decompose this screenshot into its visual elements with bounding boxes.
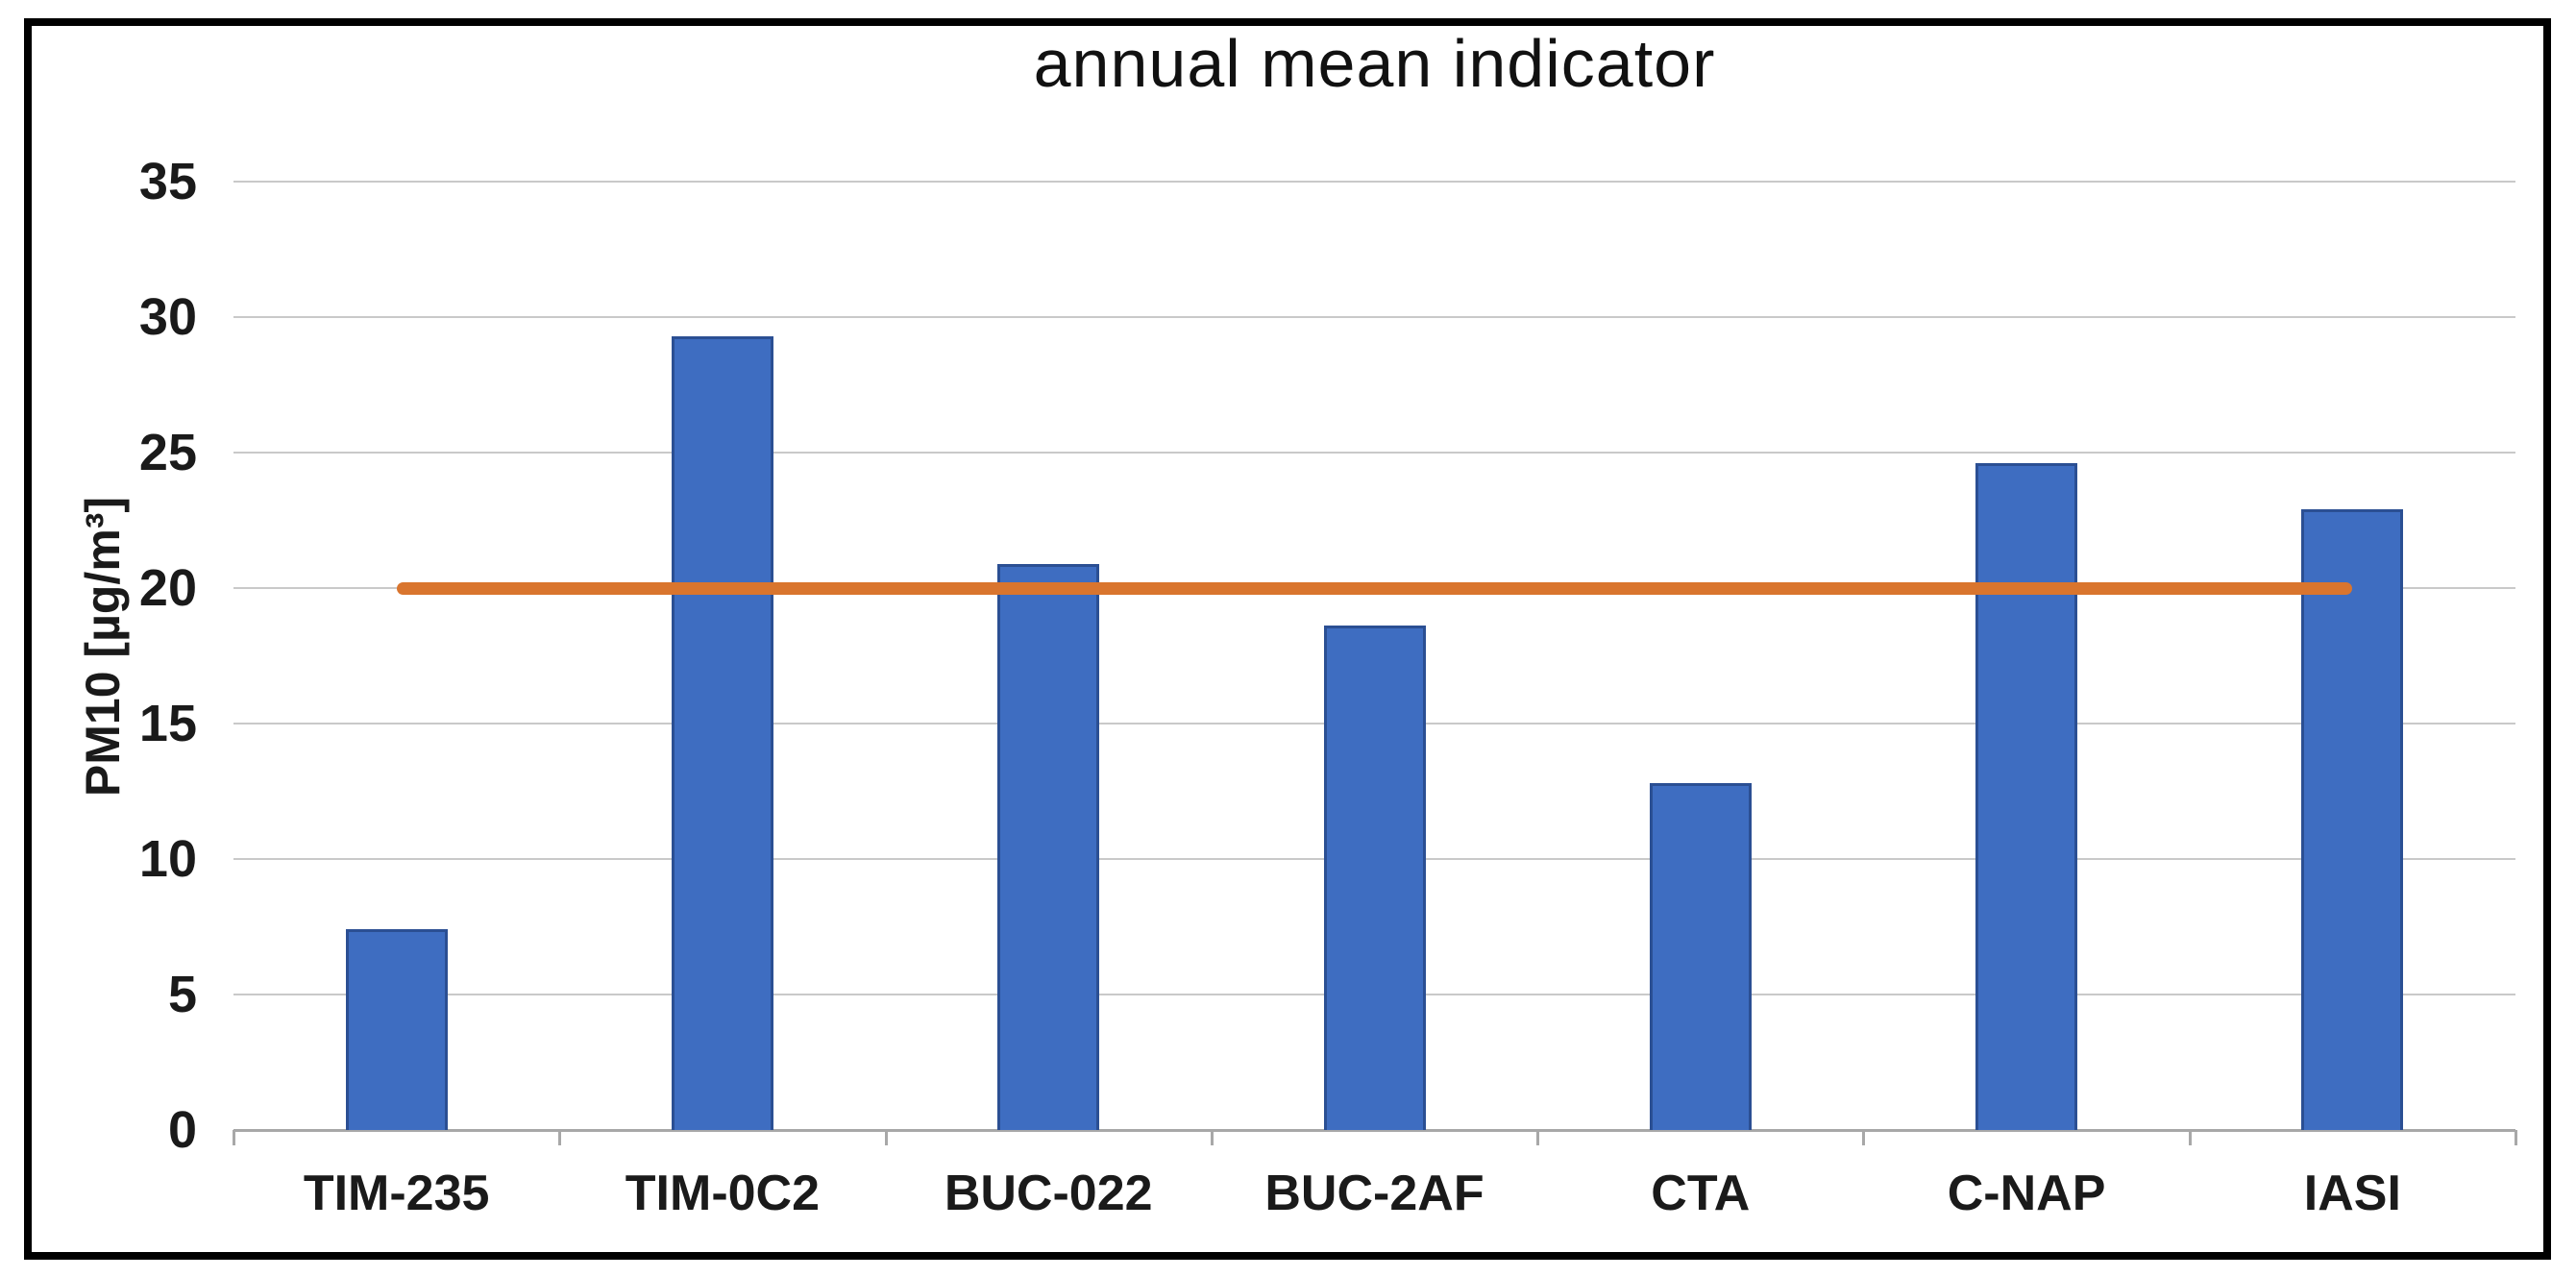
bar bbox=[1649, 783, 1752, 1130]
x-tick-label: IASI bbox=[2303, 1166, 2401, 1221]
axis-tick bbox=[233, 1130, 235, 1145]
axis-tick bbox=[884, 1130, 888, 1145]
bar bbox=[1975, 463, 2078, 1130]
axis-tick bbox=[558, 1130, 562, 1145]
gridline bbox=[233, 452, 2515, 454]
axis-tick bbox=[2515, 1130, 2517, 1145]
y-tick-label: 15 bbox=[138, 695, 197, 752]
y-tick-label: 0 bbox=[167, 1101, 197, 1159]
gridline bbox=[233, 316, 2515, 318]
y-tick-label: 10 bbox=[138, 830, 197, 888]
bar bbox=[345, 929, 448, 1130]
gridline bbox=[233, 181, 2515, 183]
reference-line bbox=[396, 581, 2353, 595]
y-tick-label: 35 bbox=[138, 153, 197, 210]
x-tick-label: TIM-0C2 bbox=[625, 1166, 821, 1221]
x-tick-label: C-NAP bbox=[1947, 1166, 2106, 1221]
y-tick-label: 30 bbox=[138, 288, 197, 346]
chart-frame bbox=[24, 18, 2551, 1260]
bar bbox=[671, 335, 773, 1130]
chart-title: annual mean indicator bbox=[1033, 26, 1716, 101]
x-tick-label: BUC-2AF bbox=[1264, 1166, 1484, 1221]
y-tick-label: 5 bbox=[167, 966, 197, 1023]
bar bbox=[1323, 626, 1426, 1130]
bar bbox=[2301, 509, 2404, 1130]
y-tick-label: 20 bbox=[138, 559, 197, 617]
axis-tick bbox=[1210, 1130, 1214, 1145]
x-tick-label: BUC-022 bbox=[944, 1166, 1153, 1221]
axis-tick bbox=[1536, 1130, 1540, 1145]
axis-tick bbox=[2188, 1130, 2192, 1145]
x-tick-label: CTA bbox=[1651, 1166, 1751, 1221]
x-tick-label: TIM-235 bbox=[303, 1166, 490, 1221]
y-tick-label: 25 bbox=[138, 424, 197, 481]
bar bbox=[997, 563, 1100, 1130]
y-axis-title: PM10 [µg/m³] bbox=[76, 496, 130, 798]
x-axis-line bbox=[233, 1129, 2515, 1132]
axis-tick bbox=[1862, 1130, 1866, 1145]
